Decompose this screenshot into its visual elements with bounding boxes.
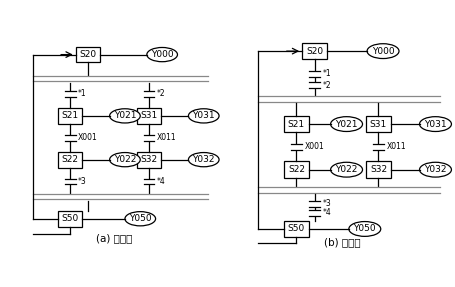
Text: Y031: Y031 bbox=[423, 120, 446, 129]
Text: *1: *1 bbox=[78, 90, 86, 98]
Text: *4: *4 bbox=[157, 177, 165, 186]
Bar bbox=[58, 152, 82, 168]
Text: Y022: Y022 bbox=[334, 165, 357, 174]
Text: (a) 转化前: (a) 转化前 bbox=[96, 233, 132, 243]
Bar bbox=[365, 116, 390, 132]
Text: S22: S22 bbox=[287, 165, 304, 174]
Text: X011: X011 bbox=[157, 133, 176, 142]
Ellipse shape bbox=[188, 152, 218, 167]
Bar bbox=[283, 221, 308, 237]
Text: Y000: Y000 bbox=[371, 46, 394, 56]
Text: Y032: Y032 bbox=[192, 155, 214, 164]
Bar bbox=[301, 43, 327, 59]
Text: S32: S32 bbox=[369, 165, 386, 174]
Text: Y050: Y050 bbox=[129, 214, 151, 223]
Text: S31: S31 bbox=[369, 120, 386, 129]
Ellipse shape bbox=[109, 152, 140, 167]
Bar bbox=[76, 47, 100, 63]
Bar bbox=[283, 162, 308, 178]
Text: X011: X011 bbox=[386, 142, 405, 151]
Bar bbox=[136, 152, 161, 168]
Ellipse shape bbox=[147, 47, 177, 62]
Bar bbox=[283, 116, 308, 132]
Bar bbox=[58, 108, 82, 124]
Text: S50: S50 bbox=[287, 224, 304, 233]
Ellipse shape bbox=[419, 117, 450, 131]
Text: S21: S21 bbox=[287, 120, 304, 129]
Bar bbox=[136, 108, 161, 124]
Ellipse shape bbox=[419, 162, 450, 177]
Text: X001: X001 bbox=[304, 142, 324, 151]
Text: (b) 转化后: (b) 转化后 bbox=[323, 237, 359, 247]
Text: S21: S21 bbox=[61, 111, 79, 120]
Text: Y032: Y032 bbox=[423, 165, 446, 174]
Text: *3: *3 bbox=[78, 177, 86, 186]
Ellipse shape bbox=[125, 212, 155, 226]
Text: Y021: Y021 bbox=[113, 111, 136, 120]
Text: S31: S31 bbox=[140, 111, 157, 120]
Ellipse shape bbox=[348, 222, 380, 236]
Text: *3: *3 bbox=[322, 199, 331, 208]
Ellipse shape bbox=[109, 109, 140, 123]
Ellipse shape bbox=[188, 109, 218, 123]
Bar bbox=[58, 211, 82, 227]
Text: Y021: Y021 bbox=[334, 120, 357, 129]
Ellipse shape bbox=[330, 162, 362, 177]
Text: *2: *2 bbox=[322, 81, 330, 90]
Ellipse shape bbox=[330, 117, 362, 131]
Text: *4: *4 bbox=[322, 208, 331, 218]
Text: Y050: Y050 bbox=[353, 224, 375, 233]
Text: S32: S32 bbox=[140, 155, 157, 164]
Text: S20: S20 bbox=[305, 46, 323, 56]
Text: Y022: Y022 bbox=[113, 155, 136, 164]
Ellipse shape bbox=[366, 44, 398, 59]
Bar bbox=[365, 162, 390, 178]
Text: X001: X001 bbox=[78, 133, 97, 142]
Text: *2: *2 bbox=[157, 90, 165, 98]
Text: S20: S20 bbox=[79, 50, 96, 59]
Text: S22: S22 bbox=[61, 155, 79, 164]
Text: Y000: Y000 bbox=[151, 50, 173, 59]
Text: S50: S50 bbox=[61, 214, 79, 223]
Text: *1: *1 bbox=[322, 69, 330, 78]
Text: Y031: Y031 bbox=[192, 111, 215, 120]
